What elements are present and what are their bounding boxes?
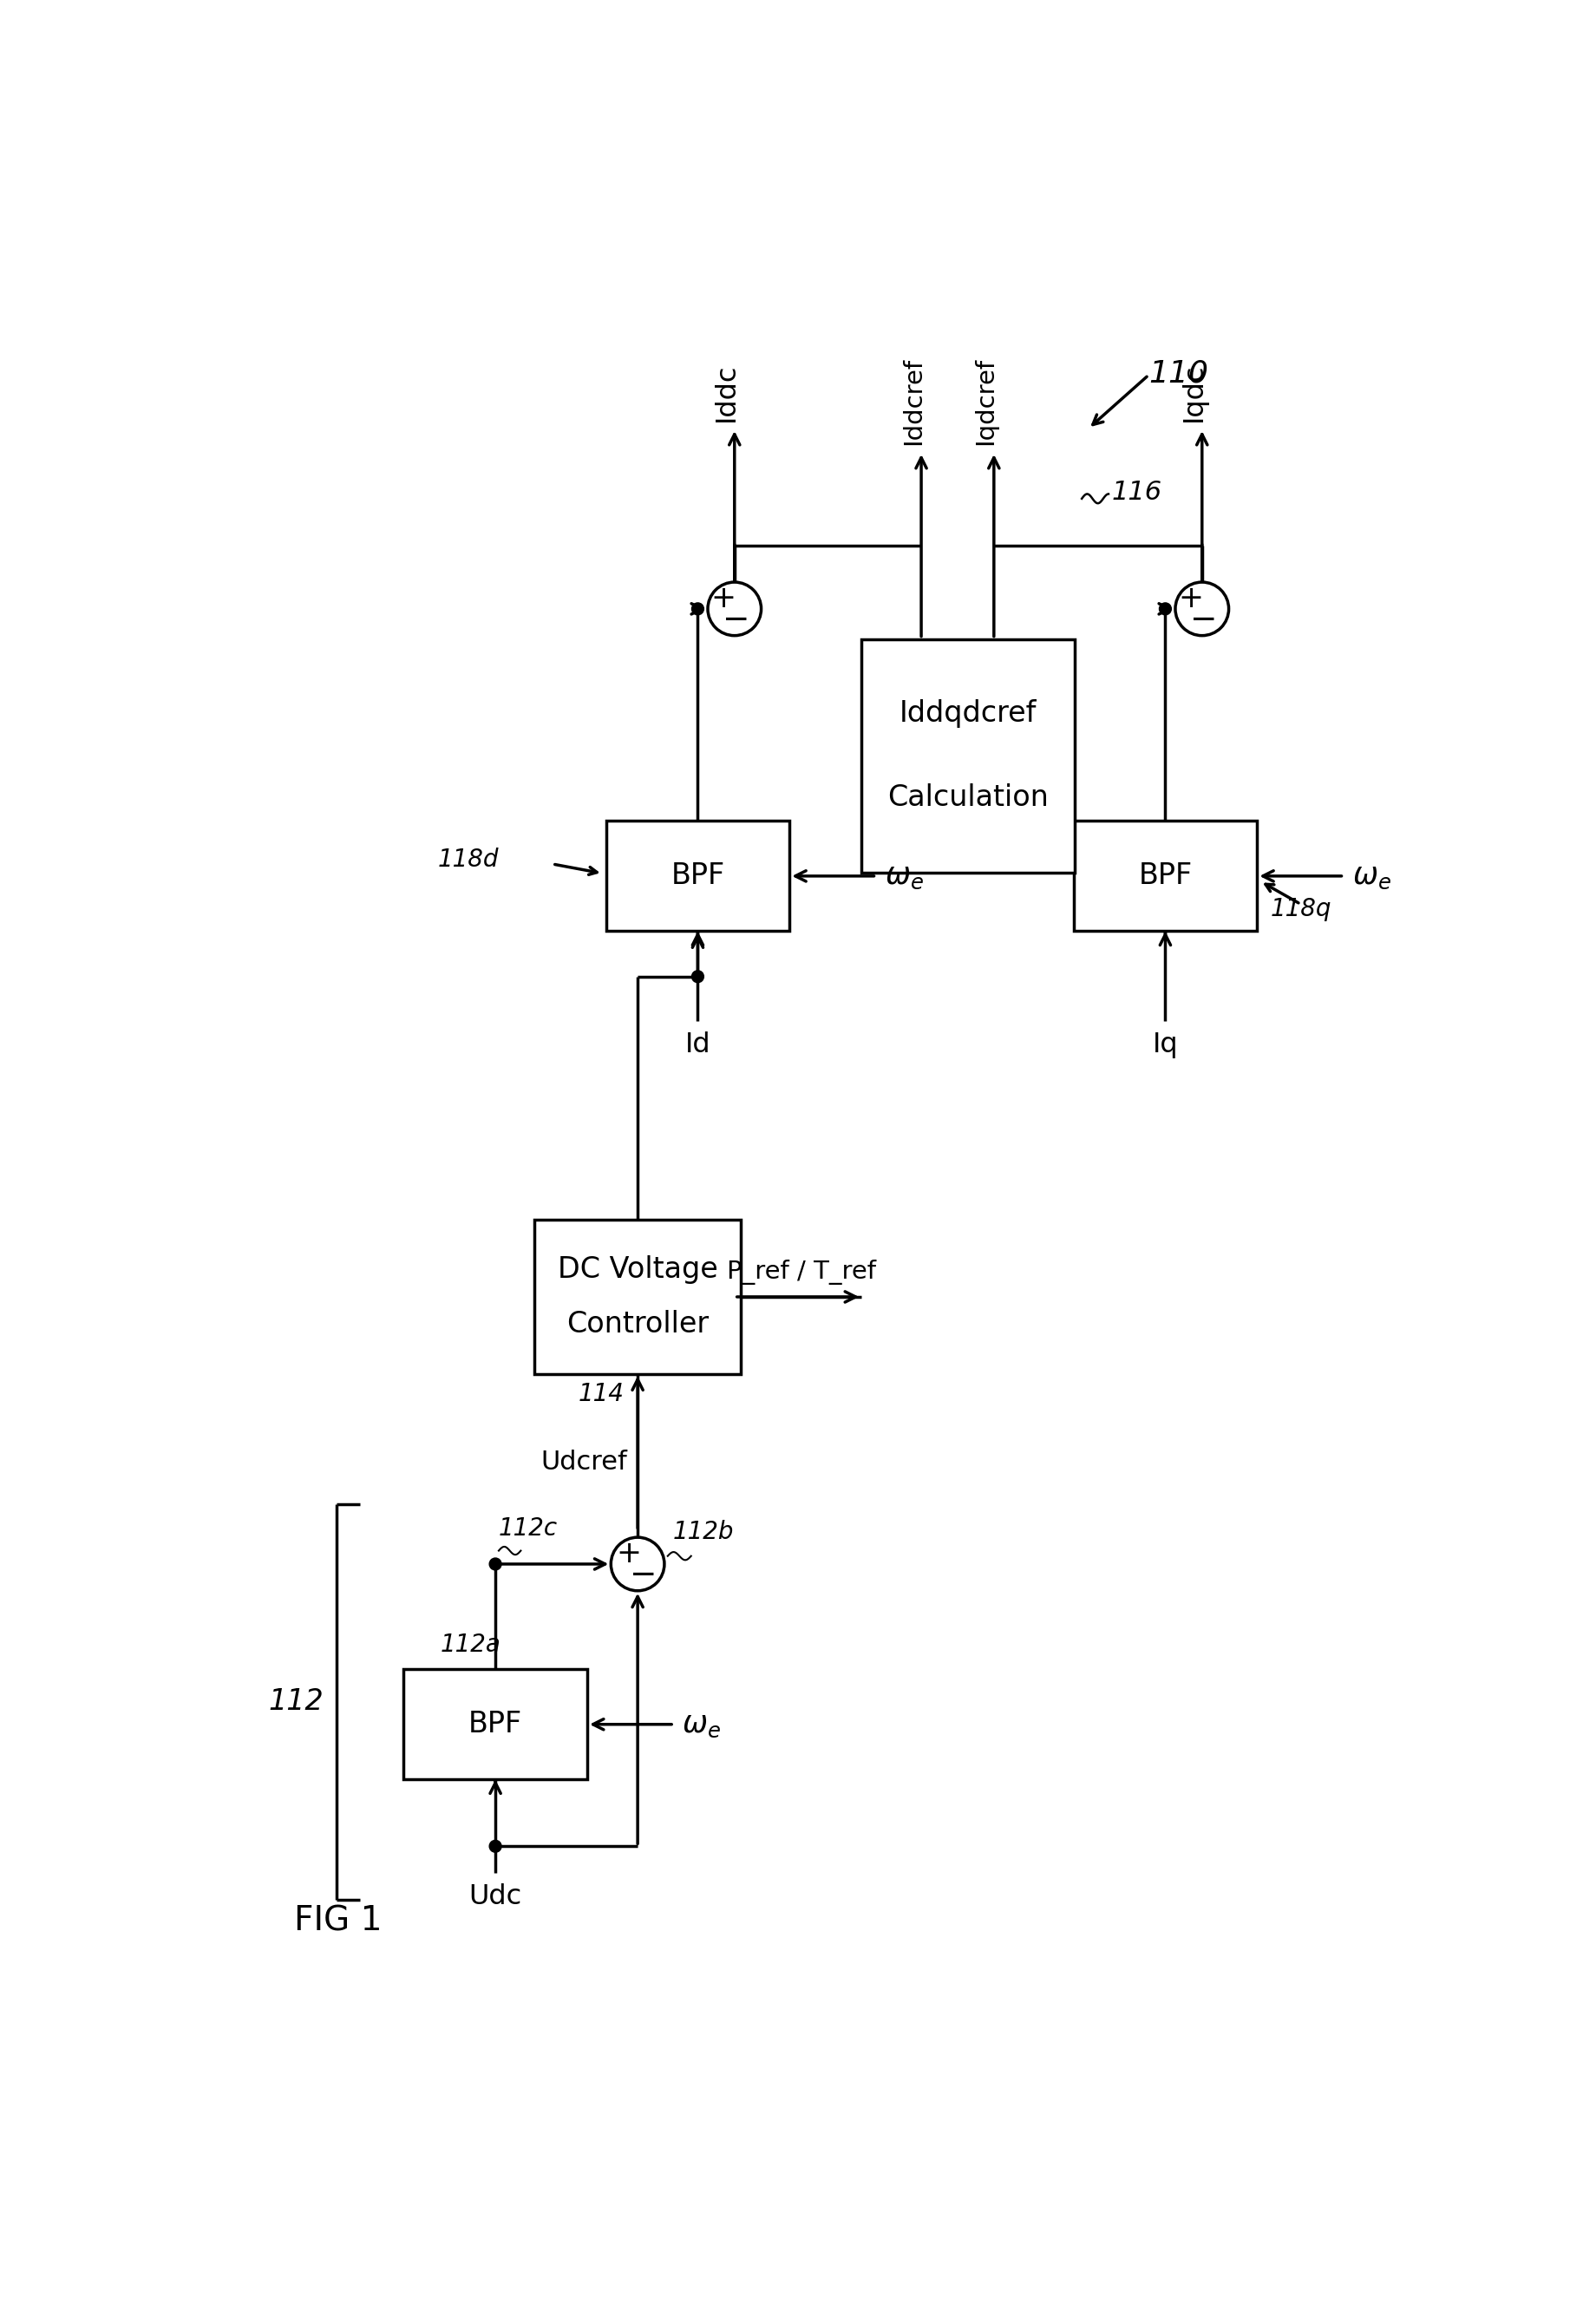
Text: −: − — [630, 1559, 656, 1592]
Text: BPF: BPF — [670, 862, 725, 890]
Text: 112b: 112b — [672, 1520, 733, 1543]
Circle shape — [611, 1538, 664, 1590]
Circle shape — [1176, 581, 1229, 634]
Text: Udcref: Udcref — [542, 1450, 628, 1476]
Text: Calculation: Calculation — [887, 783, 1049, 811]
Text: Id: Id — [685, 1032, 711, 1057]
Circle shape — [708, 581, 761, 634]
Circle shape — [490, 1557, 501, 1571]
Text: 118q: 118q — [1270, 897, 1331, 923]
Text: 114: 114 — [578, 1383, 625, 1406]
Bar — [606, 820, 790, 932]
Text: Iddcref: Iddcref — [901, 358, 925, 446]
Bar — [862, 639, 1075, 874]
Text: Udc: Udc — [469, 1882, 521, 1910]
Text: +: + — [711, 583, 736, 614]
Text: 112a: 112a — [440, 1634, 501, 1657]
Bar — [534, 1220, 741, 1373]
Text: 110: 110 — [1149, 358, 1209, 388]
Text: Iqdc: Iqdc — [1181, 363, 1207, 423]
Text: BPF: BPF — [468, 1710, 523, 1738]
Text: −: − — [722, 604, 750, 637]
Circle shape — [692, 602, 703, 616]
Circle shape — [692, 971, 703, 983]
Text: +: + — [1178, 583, 1203, 614]
Text: Controller: Controller — [567, 1311, 708, 1339]
Bar — [403, 1669, 587, 1780]
Text: 116: 116 — [1112, 479, 1162, 504]
Circle shape — [1159, 602, 1171, 616]
Text: Iq: Iq — [1152, 1032, 1178, 1057]
Text: $\omega_e$: $\omega_e$ — [1352, 862, 1391, 890]
Text: FIG 1: FIG 1 — [294, 1906, 382, 1938]
Bar — [1074, 820, 1258, 932]
Text: Iqdcref: Iqdcref — [973, 358, 999, 446]
Text: Iddc: Iddc — [713, 363, 739, 423]
Text: 112: 112 — [268, 1687, 323, 1715]
Circle shape — [490, 1841, 501, 1852]
Text: BPF: BPF — [1138, 862, 1192, 890]
Text: −: − — [1190, 604, 1218, 637]
Text: 118d: 118d — [438, 848, 499, 872]
Text: DC Voltage: DC Voltage — [557, 1255, 717, 1283]
Text: Iddqdcref: Iddqdcref — [900, 700, 1036, 727]
Text: +: + — [617, 1538, 642, 1569]
Text: 112c: 112c — [499, 1515, 557, 1541]
Text: $\omega_e$: $\omega_e$ — [884, 862, 923, 890]
Text: $\omega_e$: $\omega_e$ — [681, 1710, 721, 1738]
Text: P_ref / T_ref: P_ref / T_ref — [727, 1260, 876, 1285]
